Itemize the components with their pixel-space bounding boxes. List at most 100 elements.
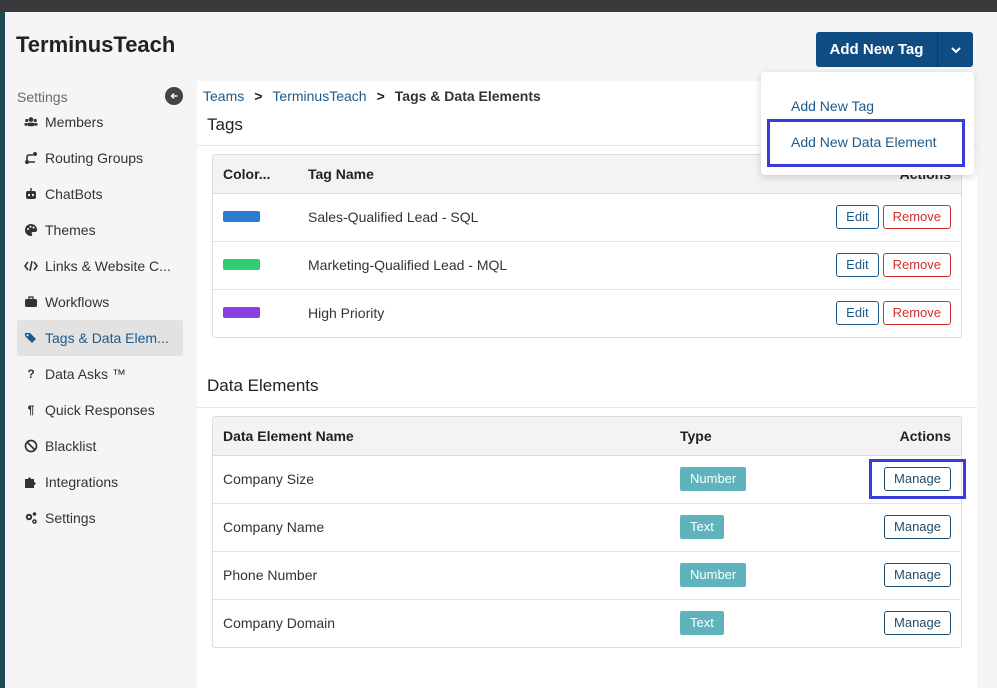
data-element-name: Company Name (213, 503, 670, 552)
highlight-box (767, 119, 965, 167)
sidebar-item-label: Workflows (45, 294, 110, 310)
sidebar-item-routing-groups[interactable]: Routing Groups (17, 140, 183, 176)
data-element-name: Phone Number (213, 551, 670, 600)
page-title: TerminusTeach (16, 32, 176, 57)
remove-button[interactable]: Remove (882, 205, 951, 229)
cogs-icon (24, 511, 38, 525)
breadcrumb-current: Tags & Data Elements (394, 88, 541, 104)
breadcrumb-separator: > (254, 88, 263, 104)
edit-button[interactable]: Edit (836, 205, 879, 229)
type-badge: Number (680, 563, 747, 587)
table-row: Company Name Text Manage (213, 503, 961, 552)
menu-item-add-new-data-element[interactable]: Add New Data Element (791, 134, 937, 150)
menu-item-add-new-tag[interactable]: Add New Tag (791, 98, 875, 114)
sidebar-item-workflows[interactable]: Workflows (17, 284, 183, 320)
code-icon (24, 259, 38, 273)
sidebar-item-tags-data-elements[interactable]: Tags & Data Elem... (17, 320, 183, 356)
edit-button[interactable]: Edit (836, 301, 879, 326)
sidebar: Members Routing Groups ChatBots Themes L… (17, 104, 183, 536)
sidebar-item-label: Members (45, 114, 104, 130)
sidebar-item-label: Blacklist (45, 438, 97, 454)
sidebar-item-label: ChatBots (45, 186, 103, 202)
sidebar-item-label: Links & Website C... (45, 258, 171, 274)
tags-icon (24, 331, 38, 345)
tag-color-swatch (223, 307, 260, 319)
breadcrumb-separator: > (376, 88, 385, 104)
sidebar-item-label: Tags & Data Elem... (45, 330, 169, 346)
robot-icon (24, 187, 38, 201)
palette-icon (24, 223, 38, 237)
sidebar-item-themes[interactable]: Themes (17, 212, 183, 248)
sidebar-item-quick-responses[interactable]: ¶ Quick Responses (17, 392, 183, 428)
table-row: Sales-Qualified Lead - SQL Edit Remove (213, 193, 961, 242)
tag-name: Marketing-Qualified Lead - MQL (298, 241, 709, 290)
chevron-down-icon (950, 46, 961, 53)
sidebar-item-label: Data Asks ™ (45, 366, 126, 382)
data-element-name: Company Size (213, 455, 670, 504)
breadcrumb-teams-link[interactable]: Teams (203, 88, 245, 104)
data-element-name: Company Domain (223, 615, 336, 632)
tags-table: Color... Tag Name Actions Sales-Qualifie… (212, 154, 962, 338)
app-left-edge (0, 12, 5, 688)
dropdown-toggle[interactable] (937, 32, 973, 67)
main-content: Teams > TerminusTeach > Tags & Data Elem… (197, 81, 977, 688)
sidebar-heading: Settings (17, 89, 68, 105)
manage-button[interactable]: Manage (884, 515, 951, 539)
tag-name: High Priority (308, 305, 385, 322)
users-icon (24, 115, 38, 129)
table-row: Phone Number Number Manage (213, 551, 961, 600)
tags-section-title: Tags (207, 115, 243, 134)
routing-icon (24, 151, 38, 165)
sidebar-item-members[interactable]: Members (17, 104, 183, 140)
sidebar-item-label: Themes (45, 222, 96, 238)
sidebar-item-links-website[interactable]: Links & Website C... (17, 248, 183, 284)
data-elements-section-title: Data Elements (207, 376, 319, 395)
tag-name: Sales-Qualified Lead - SQL (298, 193, 709, 242)
browser-top-bar (0, 0, 997, 12)
manage-button[interactable]: Manage (884, 563, 951, 587)
column-header-type[interactable]: Type (670, 417, 815, 456)
ban-icon (24, 439, 38, 453)
add-new-tag-button[interactable]: Add New Tag (829, 41, 924, 58)
sidebar-item-data-asks[interactable]: ? Data Asks ™ (17, 356, 183, 392)
sidebar-item-integrations[interactable]: Integrations (17, 464, 183, 500)
column-header-tag-name[interactable]: Tag Name (298, 155, 709, 194)
puzzle-icon (24, 475, 38, 489)
sidebar-item-blacklist[interactable]: Blacklist (17, 428, 183, 464)
question-icon: ? (27, 367, 35, 381)
add-new-tag-split-button: Add New Tag (816, 32, 973, 67)
remove-button[interactable]: Remove (882, 253, 951, 277)
data-elements-table: Data Element Name Type Actions Company S… (212, 416, 962, 648)
sidebar-item-label: Routing Groups (45, 150, 144, 166)
manage-button[interactable]: Manage (884, 611, 951, 636)
breadcrumb: Teams > TerminusTeach > Tags & Data Elem… (203, 88, 541, 104)
table-row: Company Size Number Manage (213, 455, 961, 504)
divider (197, 407, 977, 408)
paragraph-icon: ¶ (27, 403, 35, 417)
table-row: Marketing-Qualified Lead - MQL Edit Remov… (213, 241, 961, 290)
type-badge: Number (680, 467, 747, 491)
collapse-sidebar-icon[interactable] (165, 87, 183, 105)
briefcase-icon (24, 295, 38, 309)
tag-color-swatch (223, 211, 260, 222)
breadcrumb-team-link[interactable]: TerminusTeach (272, 88, 367, 104)
sidebar-item-label: Settings (45, 510, 96, 526)
column-header-name[interactable]: Data Element Name (213, 417, 670, 456)
add-dropdown-menu: Add New Tag Add New Data Element (761, 72, 974, 175)
type-badge: Text (680, 515, 724, 539)
remove-button[interactable]: Remove (882, 301, 951, 326)
sidebar-item-settings[interactable]: Settings (17, 500, 183, 536)
highlight-box (869, 459, 966, 499)
table-row: High Priority Edit Remove (213, 289, 961, 337)
table-header-row: Data Element Name Type Actions (213, 417, 961, 456)
tag-color-swatch (223, 259, 260, 270)
sidebar-item-chatbots[interactable]: ChatBots (17, 176, 183, 212)
sidebar-item-label: Integrations (45, 474, 119, 490)
type-badge: Text (680, 611, 724, 636)
edit-button[interactable]: Edit (836, 253, 879, 277)
divider (197, 145, 977, 146)
table-header-row: Color... Tag Name Actions (213, 155, 961, 194)
column-header-color[interactable]: Color... (213, 155, 298, 194)
table-row: Company Domain Text Manage (213, 599, 961, 647)
manage-button[interactable]: Manage (884, 467, 951, 491)
